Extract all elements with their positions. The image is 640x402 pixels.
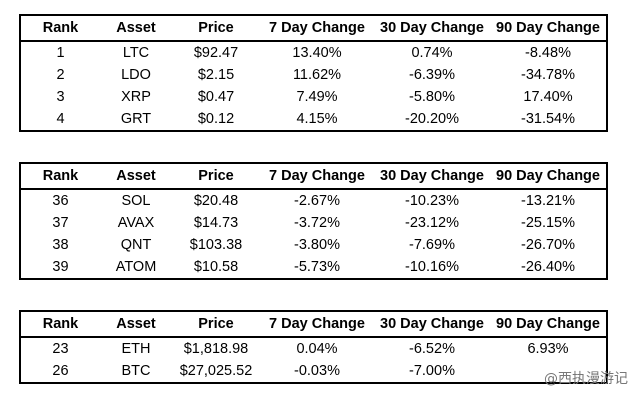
cell-7-day: 11.62% (292, 67, 342, 83)
cell-90-day: -13.21% (520, 193, 575, 209)
cell-90-day: -25.15% (520, 215, 575, 231)
cell-30-day: -23.12% (404, 215, 459, 231)
cell-rank: 26 (52, 363, 69, 379)
cell-7-day: 13.40% (292, 45, 342, 61)
crypto-table-top-losers: Rank Asset Price 7 Day Change 30 Day Cha… (19, 162, 608, 280)
cell-price: $10.58 (193, 259, 239, 275)
cell-7-day: -2.67% (294, 193, 340, 209)
header-rank: Rank (20, 15, 100, 42)
header-90-day-change: 90 Day Change (490, 15, 607, 42)
cell-30-day: -20.20% (404, 111, 459, 127)
header-30-day-change: 30 Day Change (374, 311, 490, 338)
cell-90-day: -31.54% (520, 111, 575, 127)
cell-rank: 2 (56, 67, 65, 83)
header-7-day-change: 7 Day Change (260, 163, 374, 190)
header-90-day-change: 90 Day Change (490, 163, 607, 190)
cell-7-day: -3.72% (294, 215, 340, 231)
cell-asset: AVAX (117, 215, 155, 231)
header-7-day-change: 7 Day Change (260, 15, 374, 42)
cell-asset: LDO (121, 67, 151, 83)
cell-rank: 3 (56, 89, 65, 105)
cell-30-day: -6.52% (409, 341, 455, 357)
cell-rank: 38 (52, 237, 69, 253)
header-7-day-change: 7 Day Change (260, 311, 374, 338)
cell-rank: 23 (52, 341, 69, 357)
table-row: 37 AVAX $14.73 -3.72% -23.12% -25.15% (20, 212, 607, 234)
table-row: 36 SOL $20.48 -2.67% -10.23% -13.21% (20, 189, 607, 212)
table-row: 3 XRP $0.47 7.49% -5.80% 17.40% (20, 86, 607, 108)
cell-price: $20.48 (193, 193, 239, 209)
cell-90-day: -26.40% (520, 259, 575, 275)
cell-asset: ETH (121, 341, 151, 357)
cell-price: $27,025.52 (179, 363, 253, 379)
header-price: Price (172, 15, 260, 42)
cell-90-day: 17.40% (523, 89, 573, 105)
table-row: 1 LTC $92.47 13.40% 0.74% -8.48% (20, 41, 607, 64)
cell-7-day: 7.49% (296, 89, 338, 105)
cell-rank: 37 (52, 215, 69, 231)
table-row: 2 LDO $2.15 11.62% -6.39% -34.78% (20, 64, 607, 86)
cell-30-day: -7.69% (409, 237, 455, 253)
cell-90-day: -26.70% (520, 237, 575, 253)
cell-price: $103.38 (189, 237, 243, 253)
table-header-row: Rank Asset Price 7 Day Change 30 Day Cha… (20, 15, 607, 42)
cell-rank: 36 (52, 193, 69, 209)
table-header-row: Rank Asset Price 7 Day Change 30 Day Cha… (20, 163, 607, 190)
table-row: 39 ATOM $10.58 -5.73% -10.16% -26.40% (20, 256, 607, 279)
table-header-row: Rank Asset Price 7 Day Change 30 Day Cha… (20, 311, 607, 338)
cell-asset: QNT (120, 237, 152, 253)
cell-price: $2.15 (197, 67, 235, 83)
table-row: 26 BTC $27,025.52 -0.03% -7.00% (20, 360, 607, 383)
crypto-table-majors: Rank Asset Price 7 Day Change 30 Day Cha… (19, 310, 608, 384)
cell-30-day: 0.74% (411, 45, 453, 61)
cell-30-day: -10.16% (404, 259, 459, 275)
header-price: Price (172, 311, 260, 338)
cell-price: $1,818.98 (183, 341, 249, 357)
cell-asset: LTC (122, 45, 150, 61)
cell-7-day: 0.04% (296, 341, 338, 357)
cell-rank: 1 (56, 45, 65, 61)
cell-30-day: -7.00% (409, 363, 455, 379)
cell-30-day: -5.80% (409, 89, 455, 105)
table-row: 4 GRT $0.12 4.15% -20.20% -31.54% (20, 108, 607, 131)
cell-asset: BTC (121, 363, 151, 379)
header-asset: Asset (100, 163, 172, 190)
header-rank: Rank (20, 311, 100, 338)
cell-rank: 39 (52, 259, 69, 275)
cell-asset: GRT (120, 111, 152, 127)
header-30-day-change: 30 Day Change (374, 15, 490, 42)
cell-90-day: -34.78% (520, 67, 575, 83)
header-30-day-change: 30 Day Change (374, 163, 490, 190)
cell-price: $14.73 (193, 215, 239, 231)
cell-7-day: -3.80% (294, 237, 340, 253)
watermark: @西执漫游记 (544, 371, 628, 387)
header-price: Price (172, 163, 260, 190)
cell-asset: ATOM (115, 259, 157, 275)
cell-30-day: -6.39% (409, 67, 455, 83)
cell-asset: XRP (121, 89, 151, 105)
header-asset: Asset (100, 15, 172, 42)
cell-price: $92.47 (193, 45, 239, 61)
header-rank: Rank (20, 163, 100, 190)
cell-30-day: -10.23% (404, 193, 459, 209)
header-asset: Asset (100, 311, 172, 338)
cell-asset: SOL (121, 193, 151, 209)
cell-90-day: 6.93% (527, 341, 569, 357)
cell-7-day: -0.03% (294, 363, 340, 379)
table-row: 23 ETH $1,818.98 0.04% -6.52% 6.93% (20, 337, 607, 360)
crypto-table-top-gainers: Rank Asset Price 7 Day Change 30 Day Cha… (19, 14, 608, 132)
table-row: 38 QNT $103.38 -3.80% -7.69% -26.70% (20, 234, 607, 256)
cell-7-day: -5.73% (294, 259, 340, 275)
cell-90-day: -8.48% (525, 45, 571, 61)
cell-7-day: 4.15% (296, 111, 338, 127)
header-90-day-change: 90 Day Change (490, 311, 607, 338)
cell-price: $0.47 (197, 89, 235, 105)
cell-rank: 4 (56, 111, 65, 127)
cell-price: $0.12 (197, 111, 235, 127)
